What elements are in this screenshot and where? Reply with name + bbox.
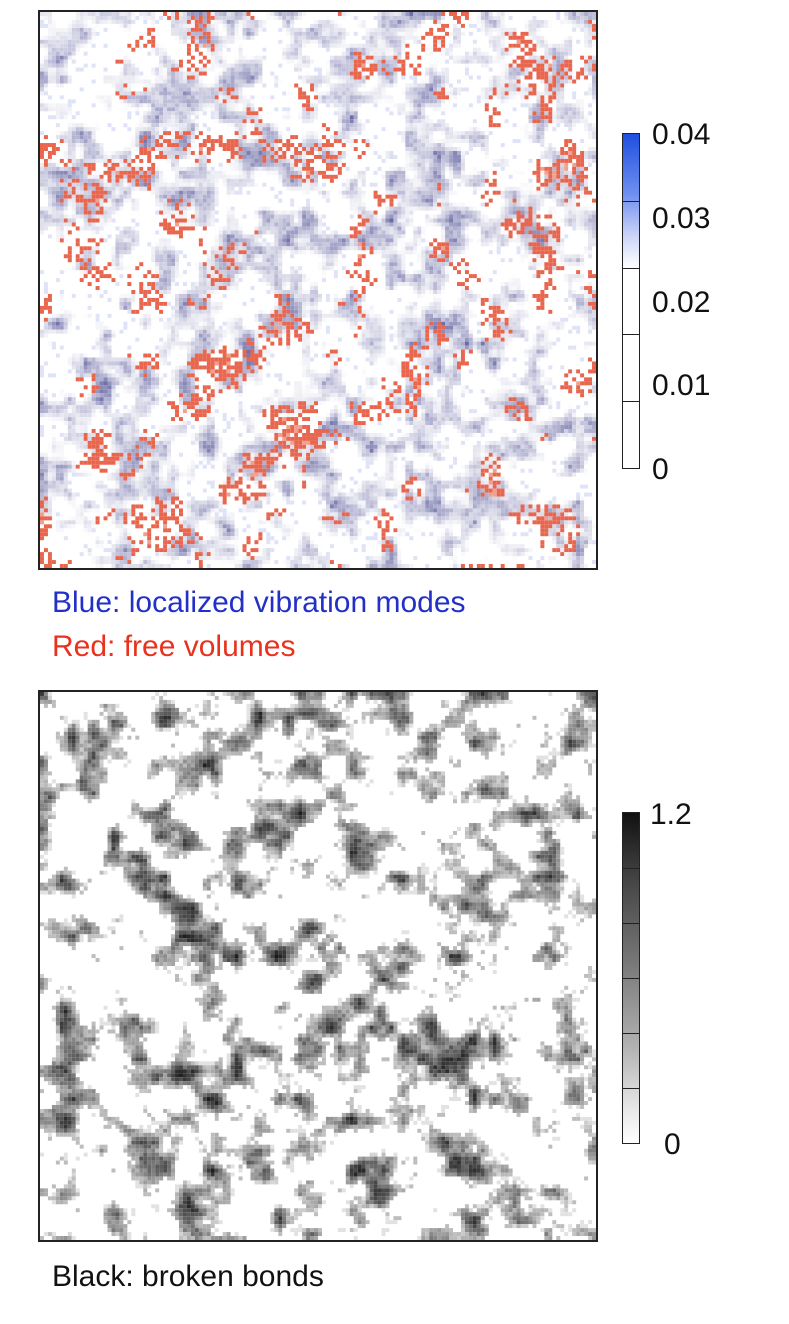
colorbar-bottom bbox=[622, 812, 640, 1144]
colorbar-top-tick-1: 0.03 bbox=[652, 204, 710, 234]
broken-bonds-heatmap bbox=[40, 692, 596, 1240]
broken-bonds-map bbox=[38, 690, 598, 1242]
caption-blue: Blue: localized vibration modes bbox=[52, 588, 466, 618]
colorbar-top bbox=[622, 133, 640, 469]
vibration-free-volume-heatmap bbox=[40, 12, 596, 568]
caption-red: Red: free volumes bbox=[52, 632, 295, 662]
colorbar-top-tick-4: 0 bbox=[652, 455, 669, 485]
colorbar-bottom-tick-min: 0 bbox=[664, 1130, 681, 1160]
colorbar-top-tick-0: 0.04 bbox=[652, 120, 710, 150]
caption-black: Black: broken bonds bbox=[52, 1262, 324, 1292]
vibration-free-volume-map bbox=[38, 10, 598, 570]
colorbar-bottom-tick-max: 1.2 bbox=[650, 800, 692, 830]
colorbar-top-tick-2: 0.02 bbox=[652, 288, 710, 318]
colorbar-top-tick-3: 0.01 bbox=[652, 371, 710, 401]
